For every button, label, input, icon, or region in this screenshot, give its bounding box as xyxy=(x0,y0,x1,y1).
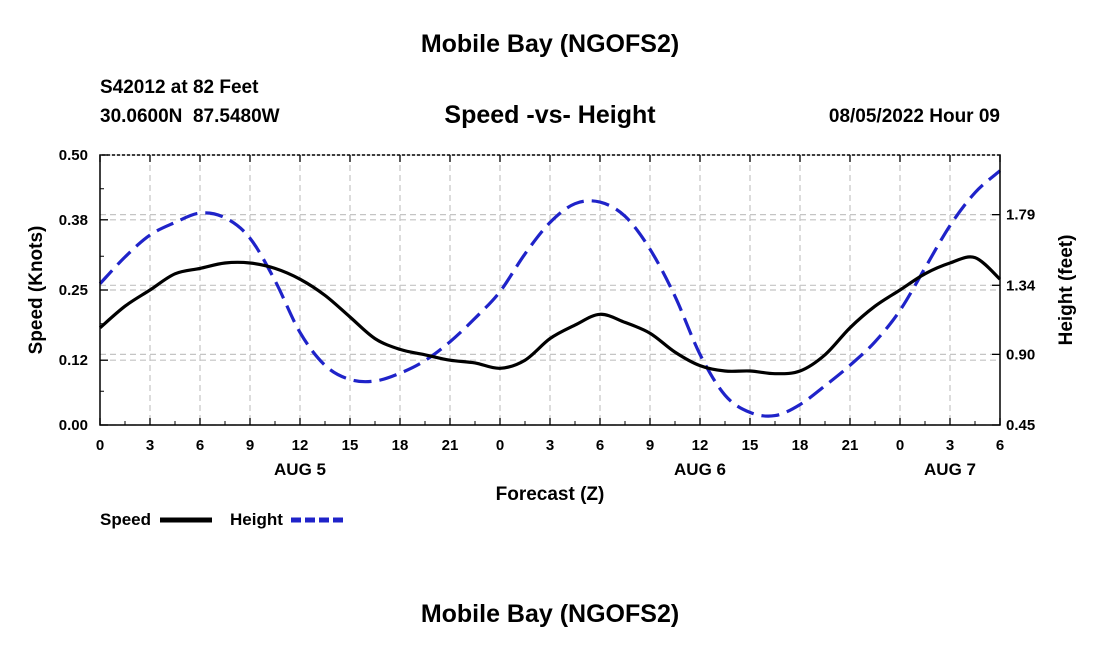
x-tick-label: 3 xyxy=(146,437,154,454)
x-tick-label: 12 xyxy=(292,437,309,454)
y-axis-title: Speed (Knots) xyxy=(26,226,47,355)
y2-tick-label: 1.79 xyxy=(1006,207,1035,224)
x-tick-label: 15 xyxy=(342,437,359,454)
station-label: S42012 at 82 Feet xyxy=(100,77,259,98)
page-title: Mobile Bay (NGOFS2) xyxy=(420,30,680,58)
legend-height-label: Height xyxy=(230,510,283,529)
day-label: AUG 5 xyxy=(274,460,326,479)
speed-series-line xyxy=(98,255,1002,376)
y-tick-label: 0.50 xyxy=(59,147,88,164)
x-tick-label: 9 xyxy=(646,437,654,454)
y2-tick-label: 1.34 xyxy=(1006,277,1036,294)
x-tick-label: 0 xyxy=(496,437,504,454)
legend: Speed Height xyxy=(100,510,343,529)
coordinates-label: 30.0600N 87.5480W xyxy=(100,106,280,127)
day-label: AUG 6 xyxy=(674,460,726,479)
y-tick-label: 0.00 xyxy=(59,417,88,434)
x-tick-label: 3 xyxy=(546,437,554,454)
y-tick-label: 0.12 xyxy=(59,352,88,369)
x-tick-label: 6 xyxy=(196,437,204,454)
x-tick-label: 12 xyxy=(692,437,709,454)
y2-tick-label: 0.90 xyxy=(1006,346,1035,363)
x-tick-label: 3 xyxy=(946,437,954,454)
y2-tick-label: 0.45 xyxy=(1006,417,1035,434)
run-time-label: 08/05/2022 Hour 09 xyxy=(828,106,1000,127)
y2-axis-title: Height (feet) xyxy=(1056,235,1077,346)
height-series-line xyxy=(98,169,1002,418)
x-tick-label: 9 xyxy=(246,437,254,454)
legend-speed-label: Speed xyxy=(100,510,151,529)
chart-subtitle: Speed -vs- Height xyxy=(444,101,656,129)
x-tick-label: 21 xyxy=(442,437,459,454)
y-tick-label: 0.25 xyxy=(59,282,88,299)
x-tick-label: 0 xyxy=(896,437,904,454)
x-axis-title: Forecast (Z) xyxy=(496,484,605,505)
day-label: AUG 7 xyxy=(924,460,976,479)
x-tick-label: 18 xyxy=(792,437,809,454)
bottom-title: Mobile Bay (NGOFS2) xyxy=(420,600,680,628)
x-tick-label: 18 xyxy=(392,437,409,454)
x-tick-label: 15 xyxy=(742,437,759,454)
x-tick-label: 0 xyxy=(96,437,104,454)
grid-layer xyxy=(100,155,1000,426)
x-tick-label: 6 xyxy=(996,437,1004,454)
y-tick-label: 0.38 xyxy=(59,212,88,229)
series-layer xyxy=(98,169,1002,418)
axis-layer: 0 3 6 9 12 15 18 21 0 3 6 9 12 15 18 21 0 3 6 AUG 5 AUG 6 AUG… xyxy=(59,147,1036,479)
x-tick-label: 21 xyxy=(842,437,859,454)
x-tick-label: 6 xyxy=(596,437,604,454)
